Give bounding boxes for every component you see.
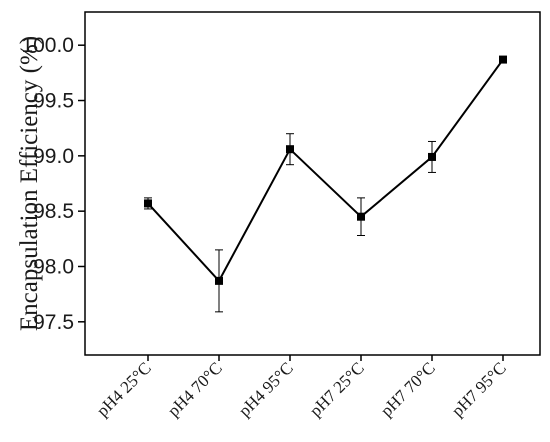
error-bars	[144, 133, 436, 313]
plot-area-border	[84, 11, 541, 356]
data-point	[286, 145, 294, 154]
y-tick-label: 99.5	[33, 90, 74, 113]
data-point	[144, 199, 152, 208]
x-axis-ticks: pH4 25°C pH4 70°C pH4 95°C pH7 25°C pH7 70°C…	[93, 355, 510, 420]
data-markers	[144, 55, 507, 285]
y-tick-label: 99.0	[33, 145, 74, 168]
x-tick-label: pH7 95°C	[448, 358, 510, 420]
y-tick-label: 98.5	[33, 200, 74, 223]
data-point	[428, 152, 436, 161]
series-line-layer	[147, 58, 504, 283]
data-point	[357, 212, 365, 221]
y-axis-ticks: 97.5 98.0 98.5 99.0 99.5 100.0	[21, 34, 85, 334]
data-point	[499, 55, 507, 64]
y-tick-label: 97.5	[33, 311, 74, 334]
data-point	[215, 276, 223, 285]
plot-frame	[84, 11, 541, 356]
y-axis-title: Encapsulation Efficiency (%)	[16, 36, 43, 331]
x-tick-label: pH4 95°C	[235, 358, 297, 420]
x-tick-label: pH7 70°C	[377, 358, 439, 420]
series-line	[147, 58, 504, 283]
x-tick-label: pH4 70°C	[164, 358, 226, 420]
x-tick-label: pH4 25°C	[93, 358, 155, 420]
x-tick-label: pH7 25°C	[306, 358, 368, 420]
y-tick-label: 100.0	[21, 34, 74, 57]
y-tick-label: 98.0	[33, 255, 74, 278]
